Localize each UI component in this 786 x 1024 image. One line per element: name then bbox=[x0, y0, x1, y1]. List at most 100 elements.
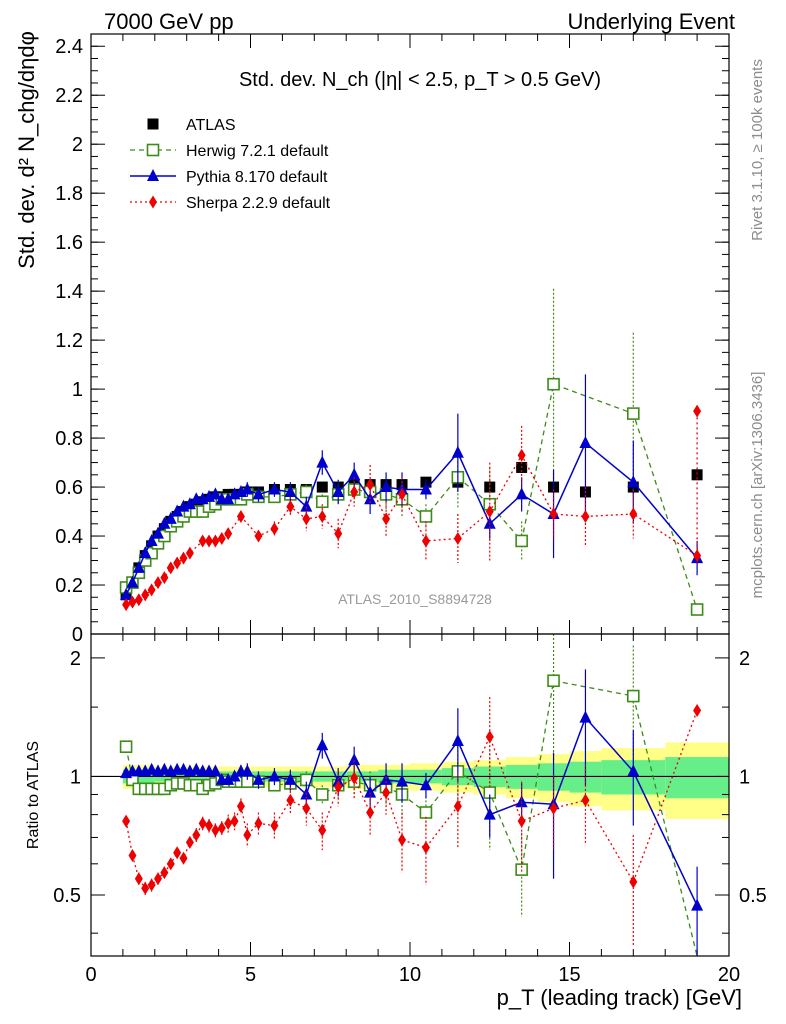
sherpa-point bbox=[236, 799, 245, 813]
sherpa-point bbox=[693, 704, 702, 718]
sherpa-point bbox=[398, 833, 407, 847]
y-tick-label: 1.6 bbox=[55, 232, 83, 254]
sherpa-point bbox=[198, 534, 207, 548]
sherpa-point bbox=[153, 872, 162, 886]
sherpa-point bbox=[517, 814, 526, 828]
main-panel: 0 0.2 0.4 0.6 0.8 1 1.2 1.4 1.6 1.8 2 2.2 2.4 Std. d… bbox=[14, 31, 730, 646]
y-tick-label: 2.4 bbox=[55, 36, 83, 58]
pythia-point bbox=[120, 587, 133, 600]
herwig-point bbox=[315, 788, 329, 801]
sherpa-point bbox=[134, 593, 143, 607]
sherpa-point bbox=[205, 819, 214, 833]
mcplots-label: mcplots.cern.ch [arXiv:1306.3436] bbox=[749, 372, 766, 599]
pythia-point bbox=[209, 764, 222, 777]
sherpa-point bbox=[517, 448, 526, 462]
sherpa-point bbox=[198, 816, 207, 830]
legend-marker bbox=[147, 118, 159, 130]
y-tick-label: 1 bbox=[72, 379, 83, 401]
pythia-point bbox=[132, 560, 145, 573]
sherpa-point bbox=[179, 851, 188, 865]
sherpa-point bbox=[366, 805, 375, 819]
ratio-frame bbox=[90, 633, 730, 957]
herwig-series-line bbox=[125, 679, 698, 957]
sherpa-point bbox=[421, 534, 430, 548]
sherpa-point bbox=[211, 823, 220, 837]
pythia-point bbox=[222, 772, 235, 785]
sherpa-point bbox=[147, 583, 156, 597]
legend-marker bbox=[147, 169, 159, 181]
header-left: 7000 GeV pp bbox=[104, 9, 234, 34]
pythia-point bbox=[380, 480, 393, 493]
pythia-point bbox=[158, 516, 171, 529]
ratio-xlabel: p_T (leading track) [GeV] bbox=[497, 985, 742, 1010]
y-tick-label: 1.8 bbox=[55, 183, 83, 205]
pythia-point bbox=[419, 778, 432, 791]
legend-marker bbox=[146, 143, 160, 157]
pythia-series-line bbox=[125, 441, 698, 596]
ratio-y-tick-label-right: 0.5 bbox=[739, 885, 767, 907]
sherpa-point bbox=[382, 512, 391, 526]
pythia-point bbox=[228, 769, 241, 782]
sherpa-point bbox=[549, 801, 558, 815]
sherpa-point bbox=[334, 527, 343, 541]
legend-label: Pythia 8.170 default bbox=[186, 169, 328, 186]
x-tick-label: 0 bbox=[85, 964, 96, 986]
pythia-point bbox=[171, 504, 184, 517]
pythia-point bbox=[139, 546, 152, 559]
sherpa-point bbox=[254, 529, 263, 543]
y-tick-label: 0.8 bbox=[55, 428, 83, 450]
x-tick-label: 5 bbox=[245, 964, 256, 986]
sherpa-point bbox=[302, 512, 311, 526]
y-tick-label: 0 bbox=[72, 624, 83, 646]
herwig-point bbox=[626, 689, 640, 703]
herwig-point bbox=[315, 495, 329, 509]
sherpa-point bbox=[236, 509, 245, 523]
herwig-point bbox=[626, 407, 640, 420]
sherpa-point bbox=[629, 875, 638, 889]
y-tick-label: 0.2 bbox=[55, 575, 83, 597]
sherpa-point bbox=[270, 522, 279, 536]
sherpa-point bbox=[230, 814, 239, 828]
herwig-point bbox=[690, 603, 704, 616]
sherpa-point bbox=[122, 598, 131, 612]
sherpa-point bbox=[211, 534, 220, 548]
pythia-point bbox=[419, 482, 432, 495]
sherpa-point bbox=[166, 857, 175, 871]
sherpa-point bbox=[217, 531, 226, 545]
pythia-point bbox=[579, 710, 592, 723]
herwig-point bbox=[515, 534, 528, 548]
data-point bbox=[316, 481, 328, 493]
sherpa-point bbox=[185, 546, 194, 560]
data-point bbox=[691, 469, 703, 481]
ratio-y-tick-label-right: 2 bbox=[739, 648, 750, 670]
sherpa-point bbox=[693, 404, 702, 418]
sherpa-point bbox=[485, 730, 494, 744]
ratio-ylabel: Ratio to ATLAS bbox=[25, 741, 42, 849]
sherpa-point bbox=[485, 505, 494, 519]
sherpa-point bbox=[302, 801, 311, 815]
sherpa-point bbox=[398, 487, 407, 501]
pythia-point bbox=[284, 484, 297, 497]
legend-label: Sherpa 2.2.9 default bbox=[186, 195, 331, 212]
pythia-point bbox=[126, 575, 139, 588]
legend-label: Herwig 7.2.1 default bbox=[186, 143, 329, 160]
pythia-point bbox=[183, 497, 196, 510]
pythia-point bbox=[316, 455, 329, 468]
sherpa-point bbox=[318, 509, 327, 523]
sherpa-point bbox=[185, 835, 194, 849]
ratio-band-inner bbox=[665, 757, 729, 799]
pythia-series-line bbox=[125, 716, 698, 906]
pythia-point bbox=[300, 499, 313, 512]
sherpa-point bbox=[581, 509, 590, 523]
sherpa-point bbox=[421, 841, 430, 855]
x-tick-label: 15 bbox=[558, 964, 580, 986]
pythia-point bbox=[284, 772, 297, 785]
pythia-point bbox=[515, 795, 528, 808]
sherpa-point bbox=[122, 814, 131, 828]
pythia-point bbox=[164, 511, 177, 524]
sherpa-point bbox=[160, 866, 169, 880]
sherpa-point bbox=[217, 821, 226, 835]
legend: ATLAS Herwig 7.2.1 default Pythia 8.170 de… bbox=[130, 117, 331, 212]
sherpa-point bbox=[173, 846, 182, 860]
sherpa-point bbox=[350, 485, 359, 499]
